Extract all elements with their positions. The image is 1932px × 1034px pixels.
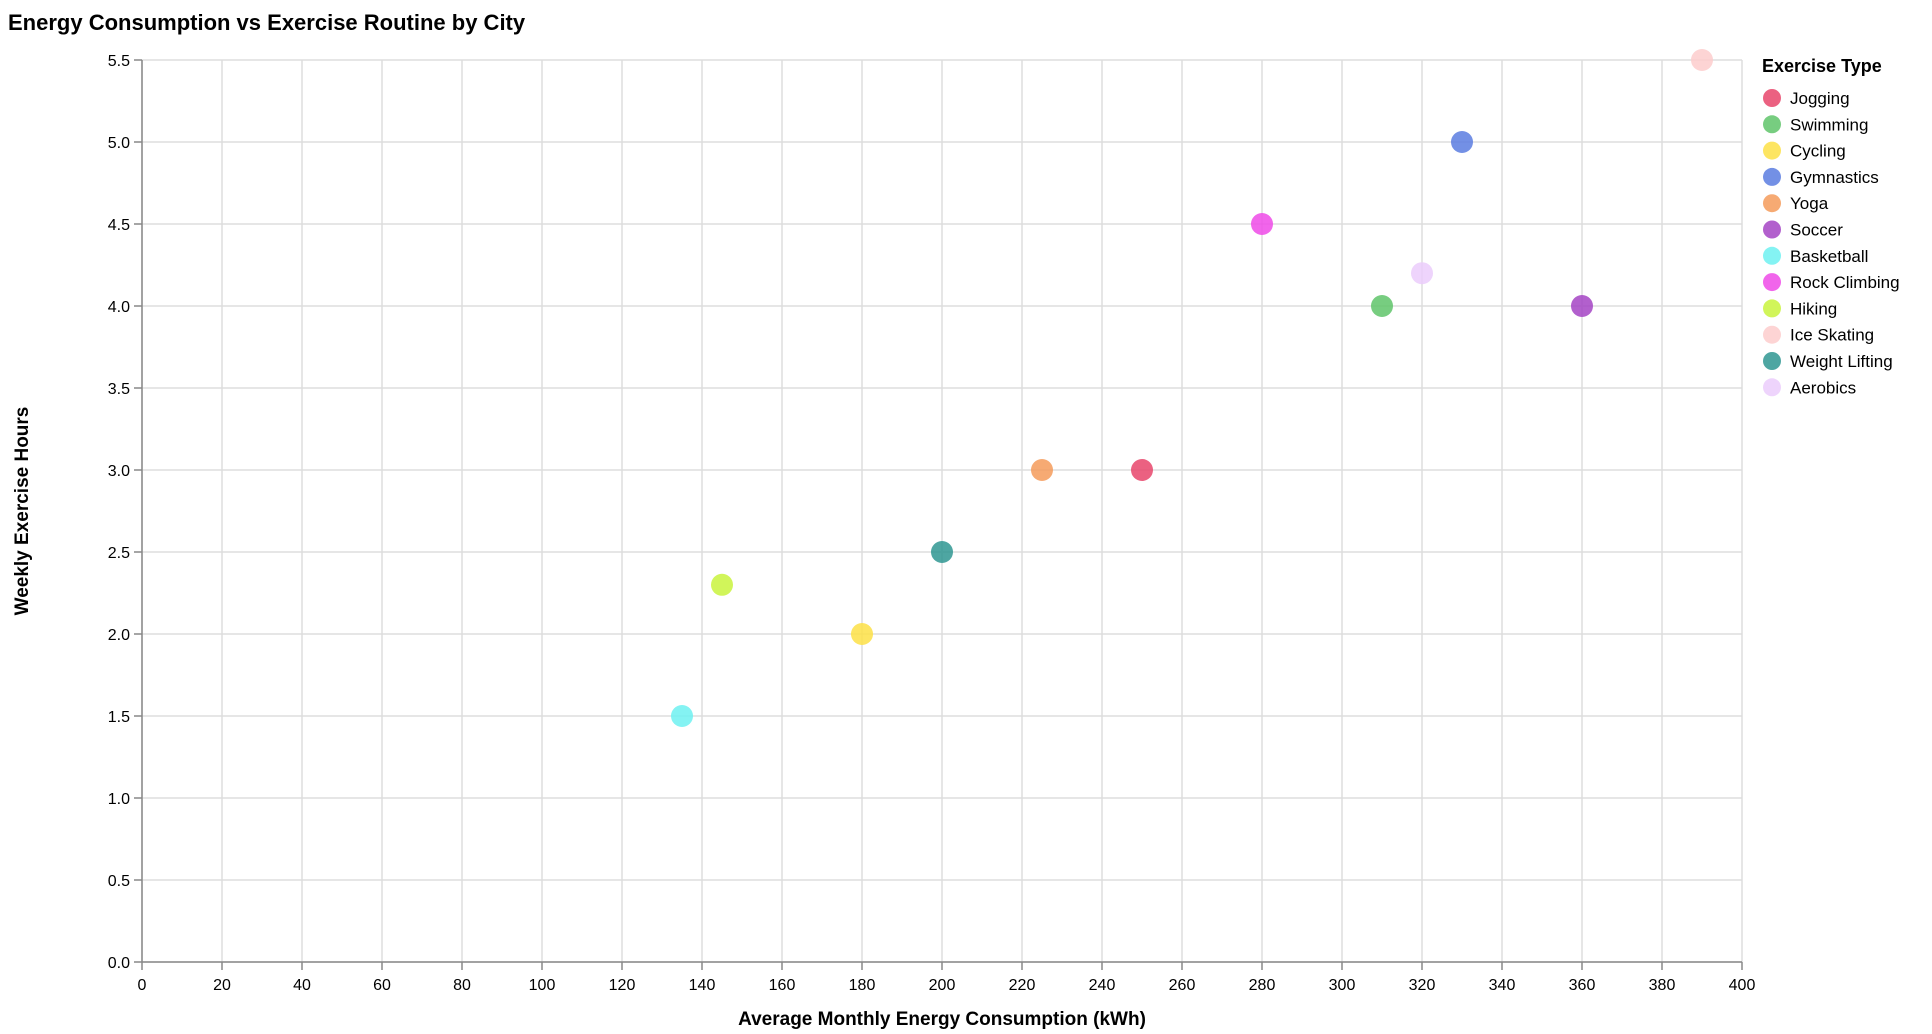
legend-swatch — [1763, 115, 1781, 134]
legend-item-label: Soccer — [1790, 221, 1843, 240]
y-tick-label: 0.0 — [108, 955, 130, 972]
x-tick-label: 140 — [689, 977, 716, 994]
data-point-aerobics[interactable] — [1411, 262, 1433, 285]
legend-swatch — [1763, 352, 1781, 370]
legend-title: Exercise Type — [1762, 56, 1882, 76]
x-tick-label: 40 — [293, 977, 311, 994]
y-tick-label: 1.5 — [108, 709, 130, 726]
data-point-basketball[interactable] — [671, 705, 693, 727]
legend-swatch — [1763, 325, 1781, 344]
data-point-soccer[interactable] — [1571, 295, 1593, 317]
x-tick-label: 320 — [1409, 977, 1436, 994]
x-axis-title: Average Monthly Energy Consumption (kWh) — [738, 1009, 1146, 1030]
legend-swatch — [1763, 220, 1781, 239]
y-tick-label: 3.0 — [108, 463, 130, 480]
y-tick-label: 1.0 — [108, 791, 130, 808]
x-tick-label: 60 — [373, 977, 391, 994]
legend-swatch — [1763, 89, 1781, 107]
legend-item-label: Ice Skating — [1790, 326, 1874, 345]
legend-swatch — [1763, 299, 1781, 318]
legend: Exercise Type Jogging Swimming Cycling Gymn… — [1762, 56, 1900, 397]
data-point-rock-climbing[interactable] — [1251, 213, 1273, 235]
x-tick-label: 220 — [1009, 977, 1036, 994]
legend-swatch — [1763, 194, 1781, 213]
x-tick-label: 120 — [609, 977, 636, 994]
legend-item-label: Gymnastics — [1790, 168, 1879, 187]
y-tick-label: 5.0 — [108, 135, 130, 152]
x-tick-label: 200 — [929, 977, 956, 994]
x-tick-label: 80 — [453, 977, 471, 994]
x-tick-label: 180 — [849, 977, 876, 994]
legend-swatch — [1763, 273, 1781, 292]
grid — [141, 59, 1743, 963]
x-tick-label: 0 — [138, 977, 147, 994]
x-tick-label: 300 — [1329, 977, 1356, 994]
y-axis-title: Weekly Exercise Hours — [12, 407, 33, 616]
y-tick-label: 2.0 — [108, 627, 130, 644]
y-tick-label: 4.5 — [108, 217, 130, 234]
y-tick-label: 2.5 — [108, 545, 130, 562]
x-tick-label: 340 — [1489, 977, 1516, 994]
axes: 0 20 40 60 80 100 120 140 160 180 200 220 240 260 280 3… — [108, 53, 1756, 994]
legend-item-label: Jogging — [1790, 89, 1850, 108]
legend-item-label: Yoga — [1790, 194, 1829, 213]
y-tick-label: 3.5 — [108, 381, 130, 398]
x-tick-label: 360 — [1569, 977, 1596, 994]
legend-item-label: Rock Climbing — [1790, 273, 1900, 292]
legend-item-label: Cycling — [1790, 142, 1846, 161]
data-points — [671, 49, 1713, 727]
data-point-gymnastics[interactable] — [1451, 131, 1473, 153]
x-tick-label: 100 — [529, 977, 556, 994]
legend-item-label: Swimming — [1790, 115, 1868, 134]
data-point-swimming[interactable] — [1371, 295, 1393, 317]
y-tick-label: 5.5 — [108, 53, 130, 70]
chart-title: Energy Consumption vs Exercise Routine b… — [8, 10, 526, 35]
data-point-weight-lifting[interactable] — [931, 541, 953, 563]
legend-swatch — [1763, 378, 1781, 397]
x-tick-label: 240 — [1089, 977, 1116, 994]
legend-swatch — [1763, 141, 1781, 160]
y-tick-label: 4.0 — [108, 299, 130, 316]
x-tick-label: 260 — [1169, 977, 1196, 994]
data-point-cycling[interactable] — [851, 623, 873, 645]
x-tick-label: 20 — [213, 977, 231, 994]
x-tick-label: 380 — [1649, 977, 1676, 994]
x-tick-label: 160 — [769, 977, 796, 994]
data-point-yoga[interactable] — [1031, 459, 1053, 481]
legend-swatch — [1763, 246, 1781, 265]
data-point-jogging[interactable] — [1131, 459, 1153, 481]
legend-item-label: Basketball — [1790, 247, 1868, 266]
legend-item-label: Aerobics — [1790, 378, 1856, 397]
data-point-hiking[interactable] — [711, 573, 733, 596]
x-tick-label: 280 — [1249, 977, 1276, 994]
y-tick-label: 0.5 — [108, 873, 130, 890]
data-point-ice-skating[interactable] — [1691, 49, 1713, 71]
legend-item-label: Weight Lifting — [1790, 352, 1893, 371]
legend-item-label: Hiking — [1790, 299, 1837, 318]
x-tick-label: 400 — [1729, 977, 1756, 994]
legend-swatch — [1763, 167, 1781, 186]
